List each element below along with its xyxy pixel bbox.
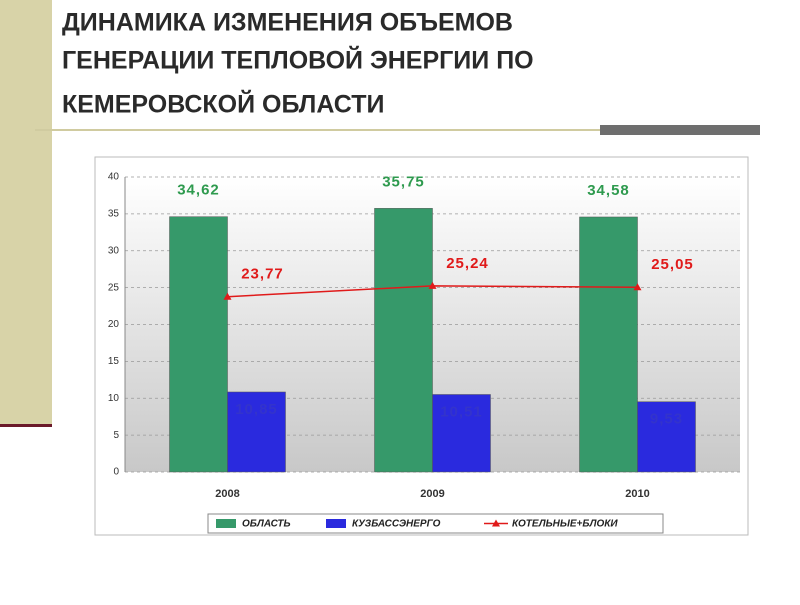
line-marker — [223, 292, 232, 300]
bar — [637, 401, 696, 473]
side-rule — [0, 424, 52, 427]
bar — [374, 208, 433, 473]
legend-label: КУЗБАССЭНЕРГО — [352, 519, 441, 530]
title-line: КЕМЕРОВСКОЙ ОБЛАСТИ — [62, 89, 384, 119]
data-label: 10,51 — [440, 403, 483, 420]
legend-swatch — [216, 519, 236, 528]
legend-label: КОТЕЛЬНЫЕ+БЛОКИ — [512, 519, 618, 530]
line-marker — [428, 281, 437, 289]
y-tick-label: 35 — [108, 209, 120, 220]
y-tick-label: 10 — [108, 393, 120, 404]
data-label: 9,53 — [650, 411, 683, 428]
data-label: 10,85 — [235, 401, 278, 418]
legend-marker — [492, 519, 500, 527]
data-label: 34,58 — [587, 182, 630, 199]
title-line: ГЕНЕРАЦИИ ТЕПЛОВОЙ ЭНЕРГИИ ПО — [62, 45, 534, 75]
y-tick-label: 15 — [108, 356, 120, 367]
bar — [169, 216, 228, 473]
x-tick-label: 2008 — [215, 488, 239, 500]
y-tick-label: 5 — [113, 430, 119, 441]
data-label: 25,24 — [446, 255, 489, 272]
bar — [432, 394, 491, 473]
data-label: 25,05 — [651, 256, 694, 273]
title-line: ДИНАМИКА ИЗМЕНЕНИЯ ОБЪЕМОВ — [62, 9, 513, 37]
data-label: 34,62 — [177, 182, 220, 199]
y-tick-label: 30 — [108, 245, 120, 256]
bar — [579, 216, 638, 473]
y-tick-label: 20 — [108, 319, 120, 330]
data-label: 23,77 — [241, 266, 284, 283]
side-strip — [0, 0, 52, 425]
x-tick-label: 2010 — [625, 488, 649, 500]
x-tick-label: 2009 — [420, 488, 444, 500]
title-rule-accent — [600, 125, 760, 135]
y-tick-label: 40 — [108, 172, 120, 183]
line-marker — [633, 283, 642, 291]
y-tick-label: 25 — [108, 282, 120, 293]
legend-swatch — [326, 519, 346, 528]
y-tick-label: 0 — [113, 467, 119, 478]
bar — [227, 391, 286, 473]
data-label: 35,75 — [382, 173, 425, 190]
legend-label: ОБЛАСТЬ — [242, 519, 291, 530]
legend-box — [207, 513, 664, 534]
